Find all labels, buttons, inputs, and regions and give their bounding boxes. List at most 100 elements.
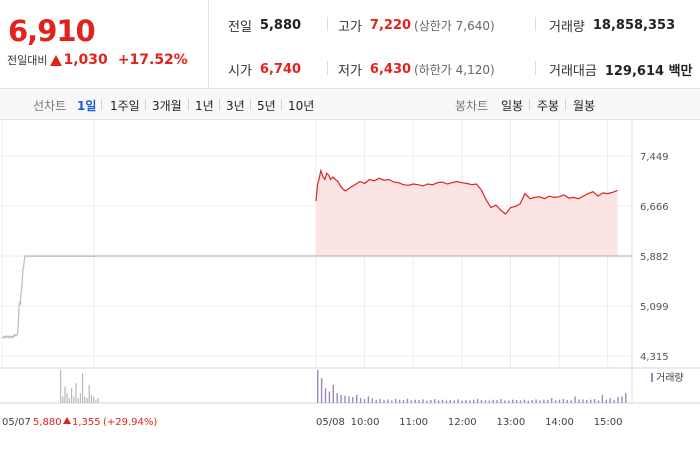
trade-value-label: 거래대금: [549, 64, 597, 79]
price-chart: 7,449 6,666 5,882 5,099 4,315 05/08 10:00 11:0…: [0, 120, 700, 428]
volume-bar: [519, 400, 522, 403]
volume-bar: [73, 396, 75, 403]
low-value: 6,430: [369, 62, 412, 77]
volume-bar: [609, 398, 611, 403]
volume-bar: [508, 400, 510, 403]
volume-bar: [558, 399, 561, 403]
volume-bar: [328, 391, 331, 403]
volume-value: 18,858,353: [592, 18, 676, 33]
volume-bar: [551, 398, 553, 403]
volume-bar: [86, 398, 88, 403]
prev-close-stat: 전일 5,880: [228, 16, 301, 35]
volume-bar: [68, 398, 70, 403]
prev-day-label: 05/07: [2, 417, 31, 428]
volume-bar: [82, 373, 84, 403]
volume-bar: [363, 399, 366, 403]
tab-period-5y[interactable]: 5년: [257, 99, 276, 113]
low-label: 저가: [338, 64, 362, 79]
volume-bar: [496, 400, 498, 403]
prev-day-close: 5,880: [33, 417, 62, 428]
tab-period-3m[interactable]: 3개월: [152, 99, 182, 113]
volume-bar: [97, 398, 99, 403]
candle-chart-label: 봉차트: [455, 99, 489, 113]
open-value: 6,740: [259, 62, 302, 77]
volume-bar: [554, 400, 557, 403]
high-stat: 고가 7,220 (상한가 7,640): [338, 16, 495, 35]
low-stat: 저가 6,430 (하한가 4,120): [338, 60, 495, 79]
divider: [188, 99, 189, 110]
volume-bar: [523, 399, 526, 403]
volume-bar: [84, 396, 86, 403]
divider: [535, 61, 536, 75]
divider: [281, 99, 282, 110]
x-tick-label: 10:00: [351, 417, 380, 428]
volume-bar: [64, 386, 66, 403]
tab-candle-daily[interactable]: 일봉: [501, 99, 524, 113]
volume-bar: [371, 398, 373, 403]
volume-bar: [414, 399, 416, 403]
volume-bar: [320, 378, 323, 403]
volume-bar: [391, 400, 393, 403]
volume-bar: [562, 399, 565, 403]
y-tick-label: 5,882: [640, 252, 669, 263]
volume-bar: [90, 394, 92, 403]
open-label: 시가: [228, 64, 252, 79]
volume-bar: [566, 400, 568, 403]
tab-candle-weekly[interactable]: 주봉: [537, 99, 560, 113]
divider: [250, 99, 251, 110]
volume-bar: [605, 399, 607, 403]
volume-bar: [406, 398, 409, 403]
lower-limit: (하한가 4,120): [414, 63, 495, 77]
divider: [327, 17, 328, 31]
volume-bar: [367, 396, 370, 403]
tab-period-1w[interactable]: 1주일: [110, 99, 140, 113]
volume-bar: [465, 400, 467, 403]
upper-limit: (상한가 7,640): [414, 19, 495, 33]
volume-bar: [95, 399, 97, 403]
tab-period-10y[interactable]: 10년: [288, 99, 315, 113]
volume-bar: [66, 393, 68, 403]
volume-bar: [434, 399, 436, 403]
volume-bar: [88, 384, 90, 403]
volume-bar: [348, 396, 350, 403]
volume-bar: [500, 399, 502, 403]
volume-bar: [383, 400, 385, 403]
volume-bar: [398, 399, 401, 403]
volume-bar: [453, 400, 455, 403]
tab-period-1y[interactable]: 1년: [195, 99, 214, 113]
volume-bar: [379, 399, 381, 403]
volume-bar: [547, 400, 549, 403]
volume-bar: [402, 400, 405, 403]
volume-bar: [570, 400, 572, 403]
volume-bar: [597, 400, 600, 403]
volume-bar: [484, 400, 487, 403]
quote-header: 6,910 전일대비 1,030 +17.52% 전일 5,880 시가 6,7…: [0, 0, 700, 89]
tab-candle-monthly[interactable]: 월봉: [573, 99, 596, 113]
y-axis-ticks: 7,449 6,666 5,882 5,099 4,315: [640, 152, 669, 363]
volume-bar: [473, 399, 475, 403]
volume-bar: [71, 388, 73, 403]
y-tick-label: 5,099: [640, 302, 669, 313]
prev-day-pct: (+29.94%): [103, 417, 157, 428]
tab-period-1d[interactable]: 1일: [77, 99, 97, 113]
volume-bar: [375, 399, 377, 403]
volume-bar: [476, 398, 479, 403]
volume-bar: [457, 399, 459, 403]
tab-period-3y[interactable]: 3년: [226, 99, 245, 113]
volume-bar: [336, 393, 338, 403]
high-value: 7,220: [369, 18, 412, 33]
volume-bar: [613, 400, 615, 403]
divider: [535, 17, 536, 31]
x-axis-ticks: 05/08 10:00 11:00 12:00 13:00 14:00 15:00: [316, 417, 623, 428]
volume-legend-swatch: [651, 373, 653, 382]
prev-day-change: 1,355: [72, 417, 101, 428]
volume-bar: [512, 399, 514, 403]
volume-bar: [93, 396, 95, 403]
volume-bar: [578, 399, 580, 403]
x-tick-label: 05/08: [316, 417, 345, 428]
volume-bar: [625, 393, 627, 403]
volume-bar: [461, 400, 463, 403]
volume-bar: [77, 398, 79, 403]
x-tick-label: 13:00: [496, 417, 525, 428]
price-line-day2: [315, 168, 618, 215]
